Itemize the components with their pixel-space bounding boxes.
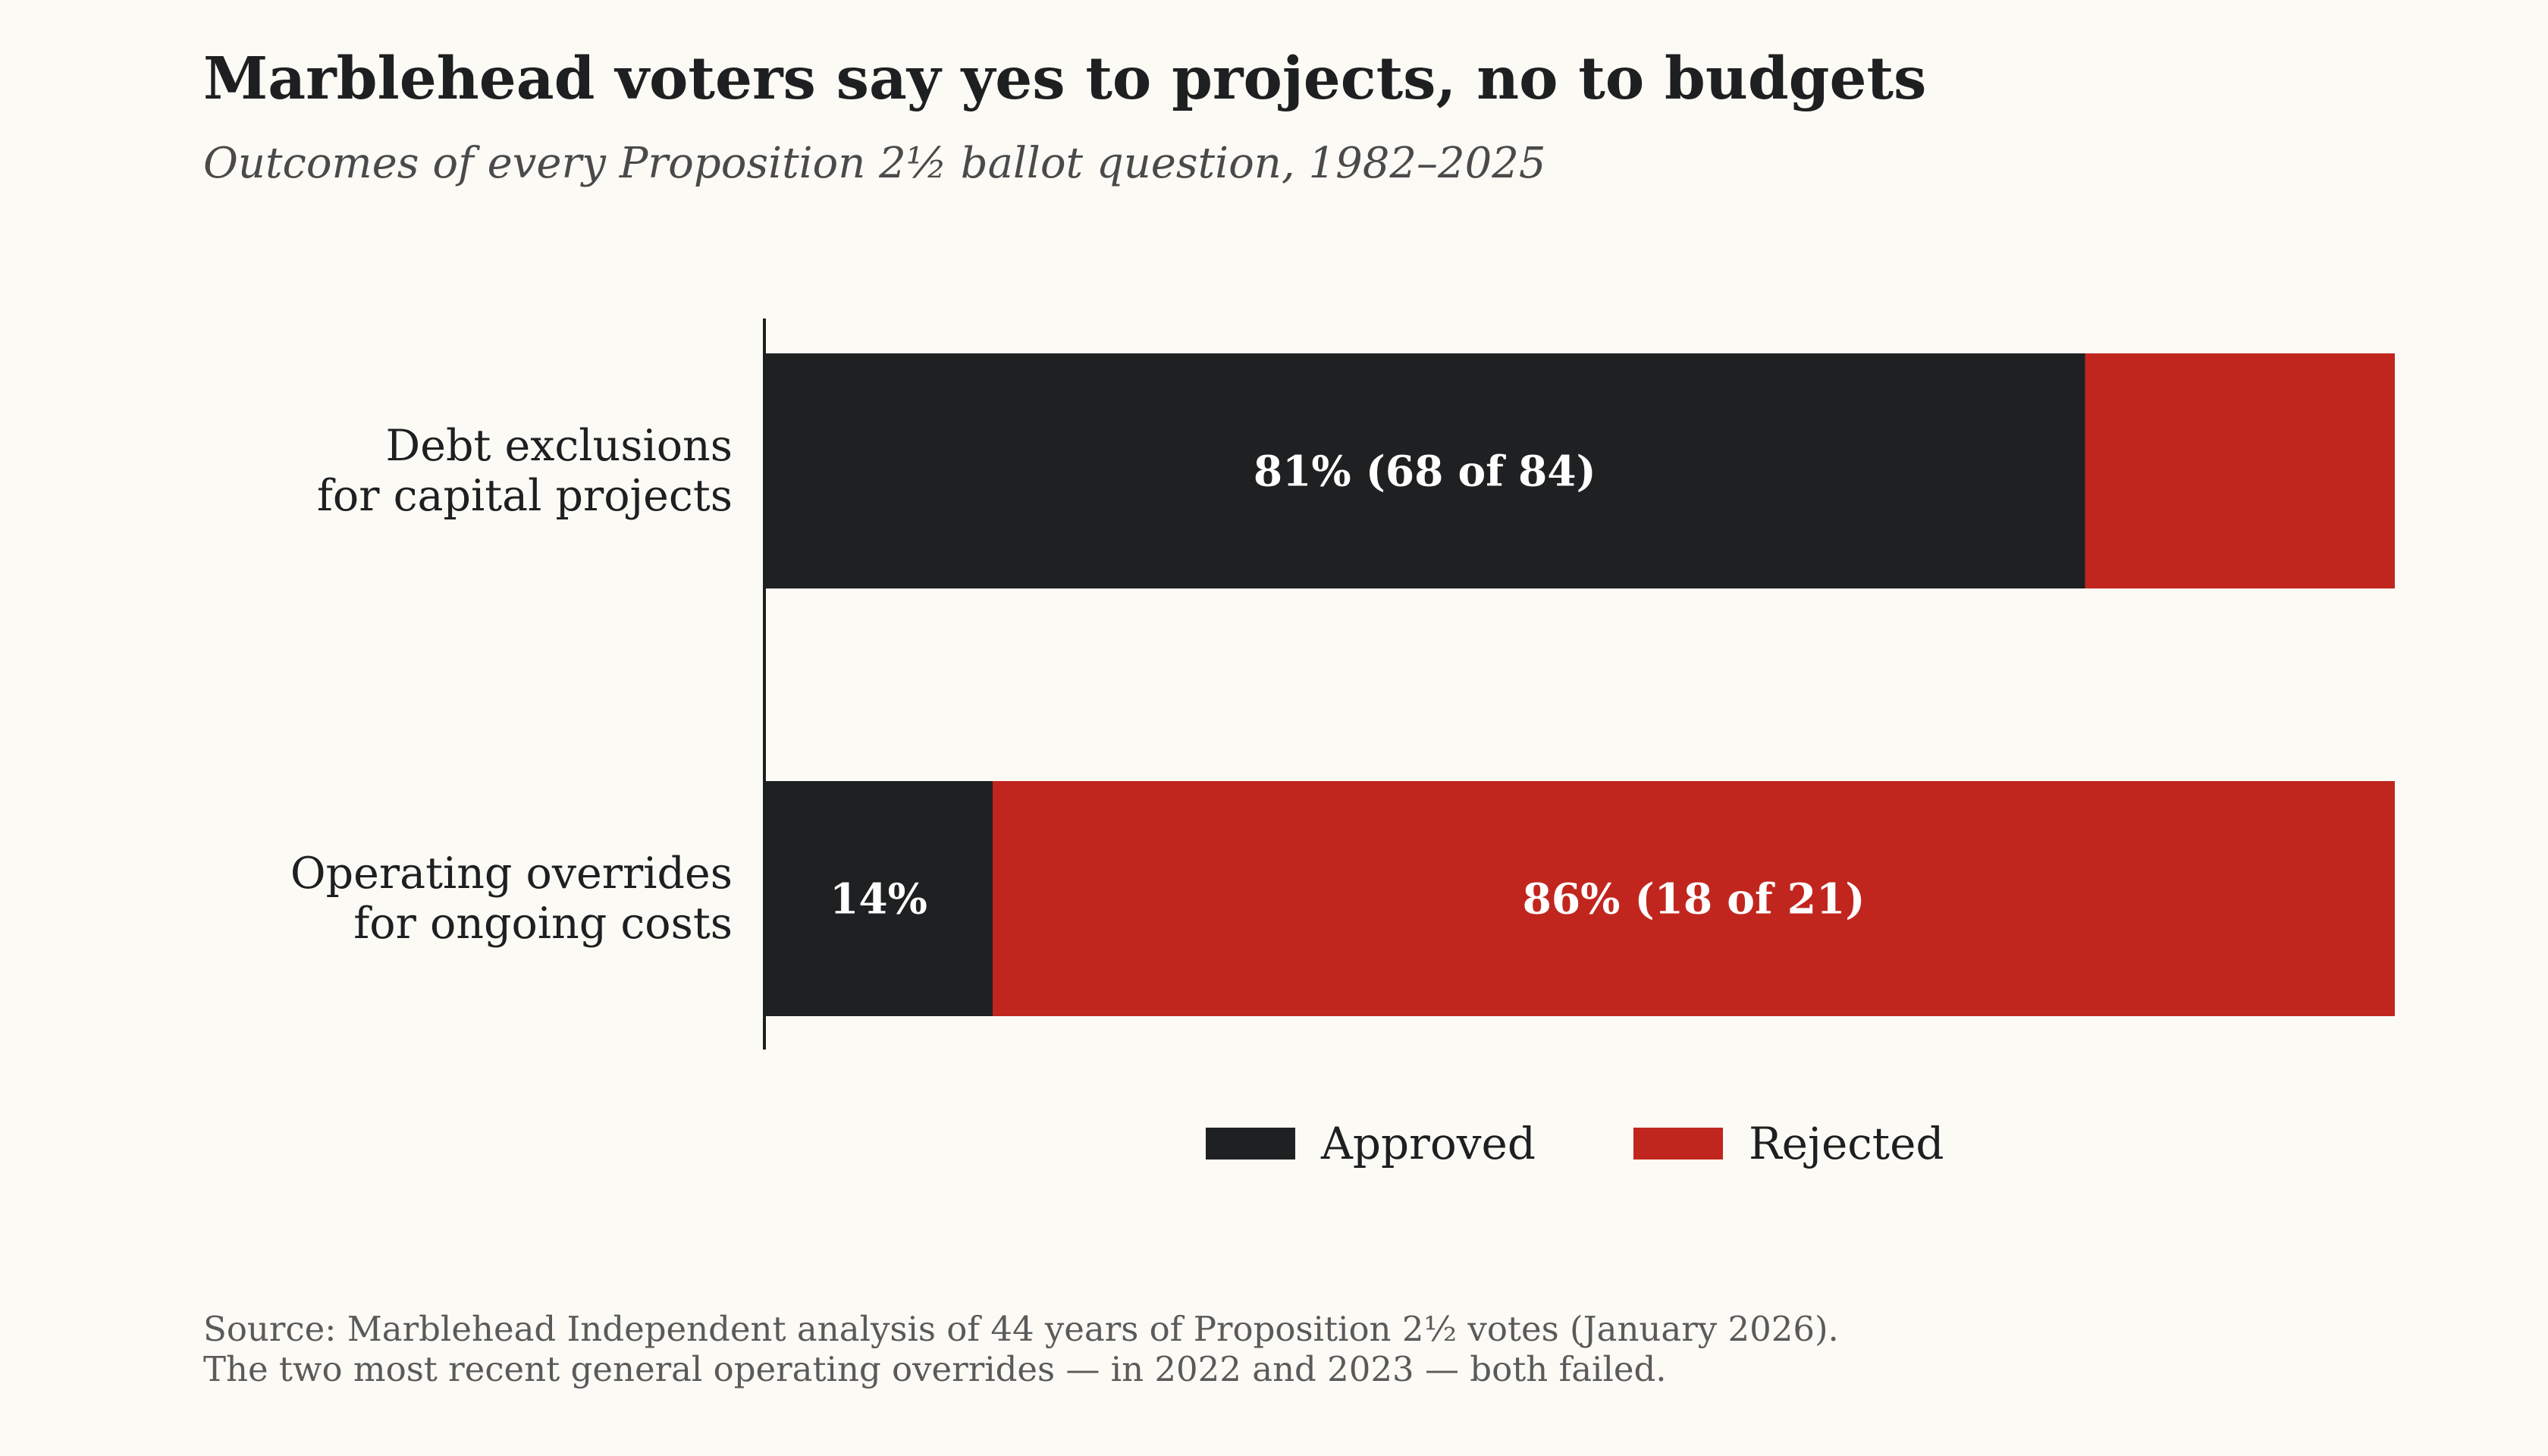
bar-approved-2: [764, 781, 993, 1016]
data-label-rejected-2: 86% (18 of 21): [1523, 874, 1866, 924]
bar-rejected-1: [2085, 353, 2395, 588]
source-line-2: The two most recent general operating ov…: [203, 1349, 1667, 1389]
category-label-2-line-2: for ongoing costs: [353, 899, 733, 949]
category-label-1-line-1: Debt exclusions: [386, 421, 733, 471]
source-line-1: Source: Marblehead Independent analysis …: [203, 1309, 1839, 1349]
bars-layer: 81% (68 of 84) 14% 86% (18 of 21): [764, 353, 2395, 1016]
data-label-approved-1: 81% (68 of 84): [1254, 447, 1596, 496]
bar-rejected-2: [993, 781, 2395, 1016]
category-label-1-line-2: for capital projects: [317, 471, 733, 521]
legend-swatch-approved: [1206, 1128, 1295, 1159]
chart-subtitle: Outcomes of every Proposition 2½ ballot …: [203, 139, 1546, 188]
chart-title: Marblehead voters say yes to projects, n…: [203, 45, 1927, 113]
legend-label-approved: Approved: [1320, 1118, 1536, 1169]
legend: Approved Rejected: [1206, 1118, 1944, 1169]
data-label-approved-2: 14%: [830, 874, 927, 924]
category-label-2-line-1: Operating overrides: [290, 849, 733, 899]
legend-label-rejected: Rejected: [1749, 1118, 1944, 1169]
source-note: Source: Marblehead Independent analysis …: [203, 1309, 1839, 1389]
bar-approved-1: [764, 353, 2085, 588]
legend-swatch-rejected: [1633, 1128, 1723, 1159]
